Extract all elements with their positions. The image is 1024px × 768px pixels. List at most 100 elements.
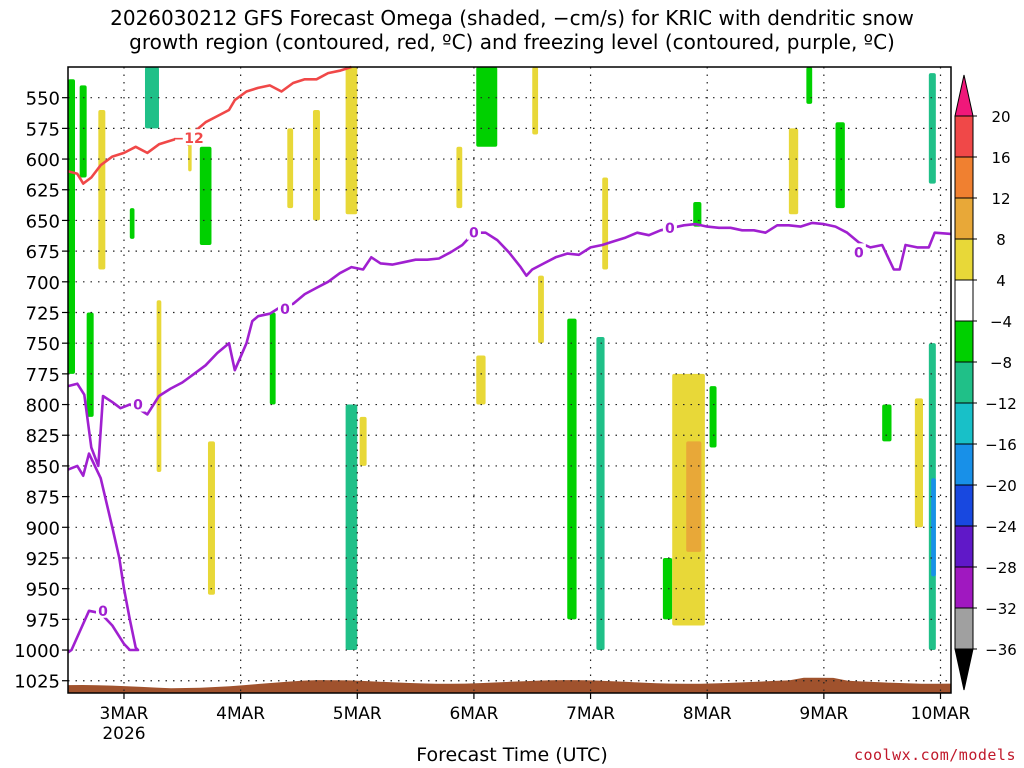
- omega-patch: [129, 208, 135, 239]
- freezing-level-label: 0: [665, 221, 675, 237]
- y-tick-label: 1000: [14, 641, 60, 662]
- y-tick-label: 750: [26, 334, 60, 355]
- freezing-level-label-bg: [466, 223, 481, 240]
- x-tick-sublabel: 2026: [102, 724, 145, 744]
- colorbar-bottom-arrow: [954, 648, 974, 691]
- x-axis-label: Forecast Time (UTC): [416, 744, 608, 766]
- colorbar-segment: [954, 402, 974, 445]
- freezing-level-label-bg: [662, 218, 677, 235]
- colorbar-segment: [954, 607, 974, 650]
- credit-link[interactable]: coolwx.com/models: [853, 746, 1016, 764]
- y-tick-label: 600: [26, 150, 60, 171]
- freezing-level-label: 0: [98, 604, 108, 620]
- colorbar-segment: [954, 115, 974, 158]
- freezing-level-lower-contour: [67, 452, 140, 654]
- omega-patch: [806, 67, 813, 104]
- omega-patch: [207, 441, 215, 595]
- colorbar-label: 8: [996, 231, 1006, 249]
- chart-title-line-2: growth region (contoured, red, ºC) and f…: [129, 30, 895, 54]
- omega-patch: [456, 146, 463, 209]
- colorbar-label: −8: [990, 354, 1012, 372]
- y-tick-label: 775: [26, 365, 60, 386]
- x-tick-label: 6MAR: [449, 704, 498, 724]
- terrain-layer: [68, 677, 951, 693]
- omega-patch: [914, 398, 924, 528]
- colorbar-label: −32: [985, 600, 1017, 618]
- omega-patch: [931, 478, 936, 577]
- y-tick-label: 800: [26, 396, 60, 417]
- x-tick-label: 5MAR: [333, 704, 382, 724]
- y-tick-label: 850: [26, 457, 60, 478]
- omega-patch: [602, 177, 609, 270]
- omega-patch: [68, 79, 75, 374]
- y-tick-label: 950: [26, 580, 60, 601]
- colorbar-label: 16: [991, 149, 1010, 167]
- omega-patch: [345, 404, 358, 651]
- y-tick-label: 900: [26, 518, 60, 539]
- omega-patch: [693, 202, 702, 227]
- y-tick-label: 925: [26, 549, 60, 570]
- omega-patch: [199, 146, 212, 245]
- omega-patch: [86, 312, 94, 417]
- colorbar-label: −16: [985, 436, 1017, 454]
- colorbar-top-arrow: [954, 74, 974, 117]
- colorbar-segment: [954, 443, 974, 486]
- y-tick-label: 875: [26, 488, 60, 509]
- colorbar-segment: [954, 525, 974, 568]
- omega-patch: [596, 337, 605, 651]
- omega-patch: [287, 128, 294, 209]
- chart-title-line-1: 2026030212 GFS Forecast Omega (shaded, −…: [110, 6, 914, 30]
- y-tick-label: 975: [26, 610, 60, 631]
- dendritic-region-contour: [67, 65, 352, 185]
- omega-patch: [476, 67, 498, 147]
- omega-patch: [345, 67, 358, 215]
- colorbar-label: −28: [985, 559, 1017, 577]
- y-tick-label: 550: [26, 89, 60, 110]
- x-tick-label: 8MAR: [683, 704, 732, 724]
- omega-patch: [156, 300, 162, 473]
- terrain-fill: [68, 677, 951, 693]
- y-tick-label: 575: [26, 119, 60, 140]
- freezing-level-label-bg: [130, 395, 145, 412]
- colorbar-label: 12: [991, 190, 1010, 208]
- omega-patch: [567, 318, 577, 620]
- colorbar-label: 20: [991, 108, 1010, 126]
- colorbar-segment: [954, 484, 974, 527]
- colorbar-segment: [954, 566, 974, 609]
- grid-layer: [68, 67, 951, 693]
- colorbar-segment: [954, 197, 974, 240]
- omega-patch: [79, 85, 87, 178]
- colorbar-segment: [954, 320, 974, 363]
- freezing-level-label-bg: [851, 243, 866, 260]
- colorbar-label: −36: [985, 641, 1017, 659]
- y-tick-label: 675: [26, 242, 60, 263]
- omega-patch: [662, 557, 673, 620]
- omega-patch: [532, 67, 539, 135]
- omega-patch: [928, 73, 936, 184]
- freezing-level-label: 0: [854, 245, 864, 261]
- freezing-level-label-bg: [95, 601, 110, 618]
- colorbar-segment: [954, 156, 974, 199]
- colorbar: 20 16 12 8 4 −4 −8 −12 −16 −20 −24 −28 −32 −36: [954, 74, 1017, 691]
- omega-patch: [359, 416, 367, 466]
- freezing-level-label: 0: [280, 302, 290, 318]
- omega-patch: [538, 275, 544, 344]
- y-tick-label: 700: [26, 273, 60, 294]
- omega-patch: [788, 128, 799, 215]
- contour-layer: 0 0 0 0 0 0 −12: [67, 65, 952, 654]
- omega-patch: [709, 386, 717, 448]
- colorbar-label: −12: [985, 395, 1017, 413]
- freezing-level-label: 0: [133, 398, 143, 414]
- freezing-level-contour: [67, 221, 952, 468]
- colorbar-segment: [954, 279, 974, 322]
- x-tick-label: 9MAR: [799, 704, 848, 724]
- colorbar-segment: [954, 238, 974, 281]
- x-tick-label: 4MAR: [216, 704, 265, 724]
- colorbar-segment: [954, 361, 974, 404]
- y-tick-label: 725: [26, 303, 60, 324]
- freezing-level-label-bg: [277, 299, 292, 316]
- y-tick-label: 650: [26, 211, 60, 232]
- colorbar-label: 4: [996, 272, 1006, 290]
- y-tick-label: 1025: [14, 672, 60, 693]
